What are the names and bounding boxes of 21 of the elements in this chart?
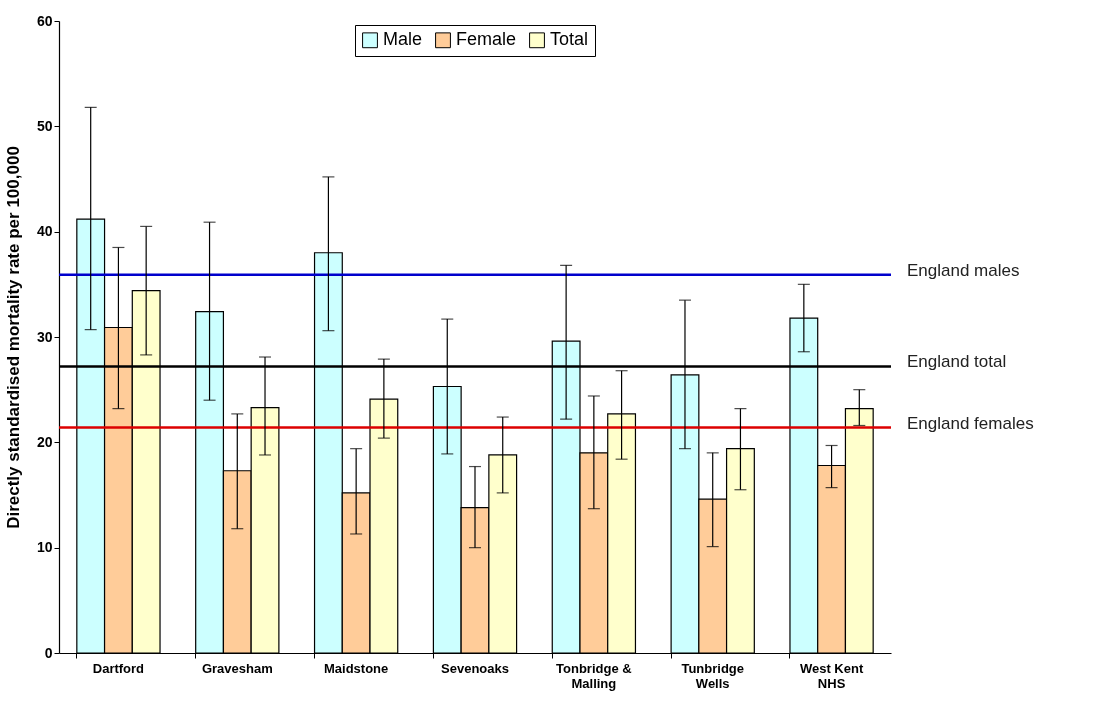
x-tick-label: Maidstone xyxy=(323,660,389,676)
ref-line-label: England total xyxy=(907,352,1007,372)
x-tick-label: Tonbridge & Malling xyxy=(556,660,632,691)
x-tick-label: Sevenoaks xyxy=(441,660,509,676)
x-tick-label: Tunbridge Wells xyxy=(681,660,745,691)
legend-label: Female xyxy=(456,29,517,50)
y-tick-label: 0 xyxy=(44,644,53,661)
y-tick-label: 10 xyxy=(36,539,53,556)
y-tick-label: 40 xyxy=(36,223,53,240)
legend-label: Male xyxy=(383,29,423,50)
legend-label: Total xyxy=(550,29,589,50)
x-tick-label: Gravesham xyxy=(201,660,273,676)
y-tick-label: 50 xyxy=(36,117,53,134)
y-tick-label: 20 xyxy=(36,433,53,450)
x-tick-label: West Kent NHS xyxy=(799,660,864,691)
ref-line-label: England males xyxy=(907,260,1020,280)
y-tick-label: 60 xyxy=(36,12,53,29)
y-axis-title: Directly standardised mortality rate per 100,000 xyxy=(3,146,23,529)
y-tick-label: 30 xyxy=(36,328,53,345)
x-tick-label: Dartford xyxy=(92,660,145,676)
ref-line-label: England females xyxy=(907,413,1034,433)
